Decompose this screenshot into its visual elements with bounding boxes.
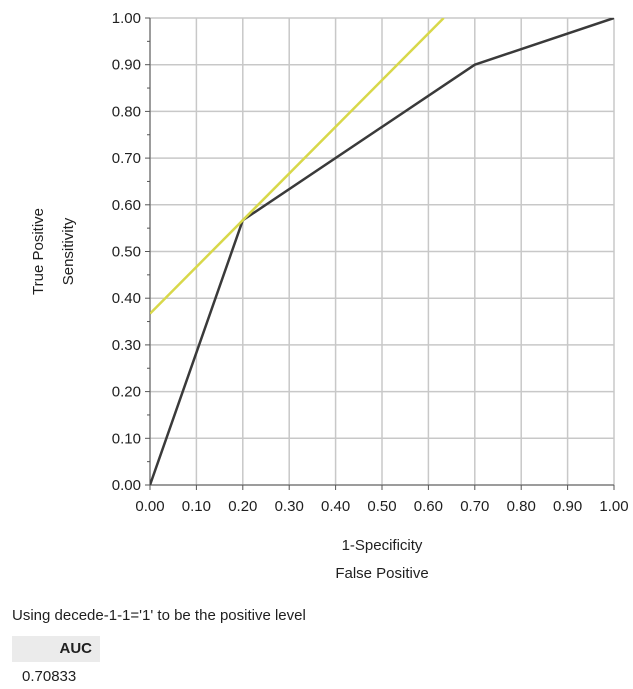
y-tick-label: 0.70	[112, 150, 141, 167]
x-axis-title-line: 1-Specificity	[342, 537, 423, 554]
y-tick-label: 0.20	[112, 384, 141, 401]
x-tick-label: 0.40	[321, 498, 350, 515]
x-tick-label: 0.20	[228, 498, 257, 515]
auc-value: 0.70833	[22, 668, 77, 685]
axes	[145, 17, 615, 490]
x-tick-label: 0.90	[553, 498, 582, 515]
x-tick-label: 0.30	[275, 498, 304, 515]
positive-level-note: Using decede-1-1='1' to be the positive …	[12, 607, 306, 624]
y-tick-label: 0.00	[112, 477, 141, 494]
auc-header: AUC	[12, 636, 100, 662]
roc-chart: 0.00 0.10 0.20 0.30 0.40 0.50 0.60 0.70 0.80 0.90…	[30, 10, 629, 582]
y-axis-title-line: True Positive	[30, 208, 47, 295]
axis-titles: 1-Specificity False Positive True Positive…	[30, 208, 429, 582]
x-tick-label: 0.10	[182, 498, 211, 515]
x-tick-label: 0.80	[507, 498, 536, 515]
y-axis-title-line: Sensitivity	[60, 217, 77, 285]
y-tick-label: 0.30	[112, 337, 141, 354]
series-lines	[150, 18, 614, 485]
y-tick-label: 0.10	[112, 430, 141, 447]
x-tick-label: 0.70	[460, 498, 489, 515]
roc-curve-line	[150, 18, 614, 485]
y-tick-label: 0.40	[112, 290, 141, 307]
reference-line	[150, 18, 445, 315]
y-tick-label: 0.50	[112, 244, 141, 261]
tick-labels: 0.00 0.10 0.20 0.30 0.40 0.50 0.60 0.70 0.80 0.90…	[112, 10, 629, 515]
grid	[149, 17, 615, 486]
x-tick-label: 0.00	[135, 498, 164, 515]
x-tick-label: 1.00	[599, 498, 628, 515]
x-axis-title-line: False Positive	[335, 565, 428, 582]
y-tick-label: 0.90	[112, 57, 141, 74]
y-tick-label: 0.80	[112, 103, 141, 120]
y-tick-label: 1.00	[112, 10, 141, 27]
x-tick-label: 0.50	[367, 498, 396, 515]
y-tick-label: 0.60	[112, 197, 141, 214]
x-tick-label: 0.60	[414, 498, 443, 515]
